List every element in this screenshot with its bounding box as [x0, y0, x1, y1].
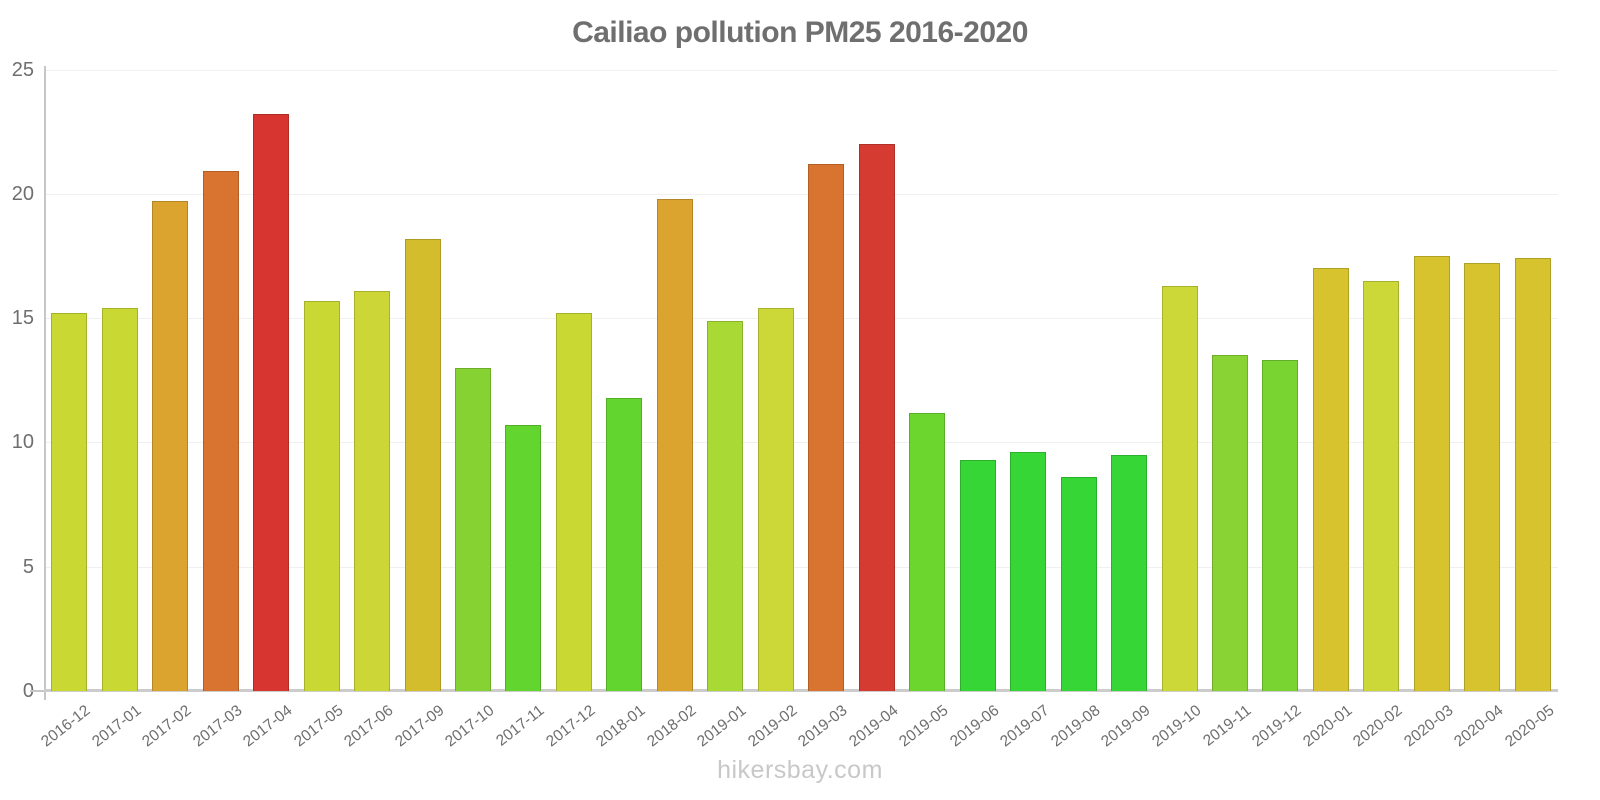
x-axis-baseline	[44, 689, 1558, 692]
gridline-10	[44, 442, 1558, 444]
bar-2017-04[interactable]	[253, 114, 290, 691]
gridline-25	[44, 69, 1558, 71]
x-tick-label-2017-09: 2017-09	[391, 702, 447, 751]
bar-2018-01[interactable]	[606, 397, 643, 691]
x-tick-label-2019-02: 2019-02	[744, 702, 801, 751]
x-tick-label-2019-01: 2019-01	[694, 702, 750, 751]
x-tick-label-2017-01: 2017-01	[88, 702, 145, 751]
bar-2020-03[interactable]	[1413, 255, 1450, 691]
x-tick-label-2019-07: 2019-07	[997, 702, 1053, 751]
x-tick-label-2020-03: 2020-03	[1400, 702, 1457, 751]
bar-2020-04[interactable]	[1464, 263, 1501, 691]
x-tick-label-2019-12: 2019-12	[1249, 702, 1305, 751]
bar-2017-09[interactable]	[404, 238, 441, 691]
x-tick-label-2017-11: 2017-11	[493, 702, 548, 750]
bar-2019-08[interactable]	[1060, 477, 1097, 691]
bar-2019-06[interactable]	[959, 459, 996, 691]
x-tick-label-2020-05: 2020-05	[1501, 702, 1558, 751]
y-tick-label-15: 15	[11, 307, 34, 330]
x-tick-label-2019-08: 2019-08	[1047, 702, 1104, 751]
y-tick-label-5: 5	[22, 555, 34, 578]
bar-2019-07[interactable]	[1010, 452, 1047, 691]
bar-2019-10[interactable]	[1161, 285, 1198, 691]
x-tick-label-2017-03: 2017-03	[189, 702, 246, 751]
bar-2018-02[interactable]	[656, 198, 693, 691]
y-tick-label-25: 25	[11, 58, 34, 81]
bar-2017-02[interactable]	[152, 201, 189, 691]
x-tick-label-2017-12: 2017-12	[543, 702, 599, 751]
y-tick-label-20: 20	[11, 182, 34, 205]
x-tick-label-2017-05: 2017-05	[290, 702, 347, 751]
x-tick-label-2020-04: 2020-04	[1451, 702, 1507, 751]
x-tick-label-2020-02: 2020-02	[1350, 702, 1406, 751]
bar-2017-05[interactable]	[303, 300, 340, 691]
bar-2019-11[interactable]	[1211, 355, 1248, 691]
x-tick-label-2019-05: 2019-05	[896, 702, 952, 751]
bar-2019-09[interactable]	[1111, 454, 1148, 691]
bar-2019-05[interactable]	[909, 412, 946, 691]
bar-2017-11[interactable]	[505, 424, 542, 691]
y-axis-line	[44, 66, 46, 700]
x-tick-label-2019-06: 2019-06	[946, 702, 1003, 751]
bar-2016-12[interactable]	[51, 313, 88, 691]
x-tick-label-2018-02: 2018-02	[643, 702, 700, 751]
gridline-20	[44, 193, 1558, 195]
x-tick-label-2017-06: 2017-06	[341, 702, 397, 751]
x-tick-label-2019-11: 2019-11	[1200, 702, 1255, 750]
bar-2019-04[interactable]	[858, 144, 895, 691]
bar-2017-01[interactable]	[101, 308, 138, 691]
chart-title: Cailiao pollution PM25 2016-2020	[572, 16, 1028, 49]
y-tick-label-10: 10	[11, 431, 34, 454]
y-tick-label-0: 0	[22, 680, 34, 702]
x-tick-label-2016-12: 2016-12	[38, 702, 94, 751]
bar-2017-06[interactable]	[354, 290, 391, 691]
gridline-5	[44, 566, 1558, 568]
x-tick-label-2017-10: 2017-10	[442, 702, 498, 751]
x-tick-label-2019-03: 2019-03	[795, 702, 851, 751]
bar-2020-01[interactable]	[1312, 268, 1349, 691]
gridline-15	[44, 318, 1558, 320]
x-tick-label-2017-04: 2017-04	[240, 702, 296, 751]
bar-2020-02[interactable]	[1363, 280, 1400, 691]
bar-2017-12[interactable]	[555, 313, 592, 691]
x-tick-label-2017-02: 2017-02	[139, 702, 195, 751]
watermark: hikersbay.com	[717, 756, 883, 784]
bar-2020-05[interactable]	[1514, 258, 1551, 691]
bar-2017-10[interactable]	[454, 367, 491, 691]
bar-2019-02[interactable]	[757, 308, 794, 691]
x-tick-label-2020-01: 2020-01	[1300, 702, 1356, 751]
x-tick-label-2018-01: 2018-01	[593, 702, 649, 751]
x-tick-label-2019-10: 2019-10	[1148, 702, 1204, 751]
bar-2017-03[interactable]	[202, 171, 239, 691]
bar-2019-12[interactable]	[1262, 360, 1299, 691]
bar-2019-03[interactable]	[808, 163, 845, 691]
zero-tick	[30, 690, 44, 692]
x-tick-label-2019-04: 2019-04	[845, 702, 902, 751]
x-tick-label-2019-09: 2019-09	[1098, 702, 1154, 751]
bar-2019-01[interactable]	[707, 320, 744, 691]
